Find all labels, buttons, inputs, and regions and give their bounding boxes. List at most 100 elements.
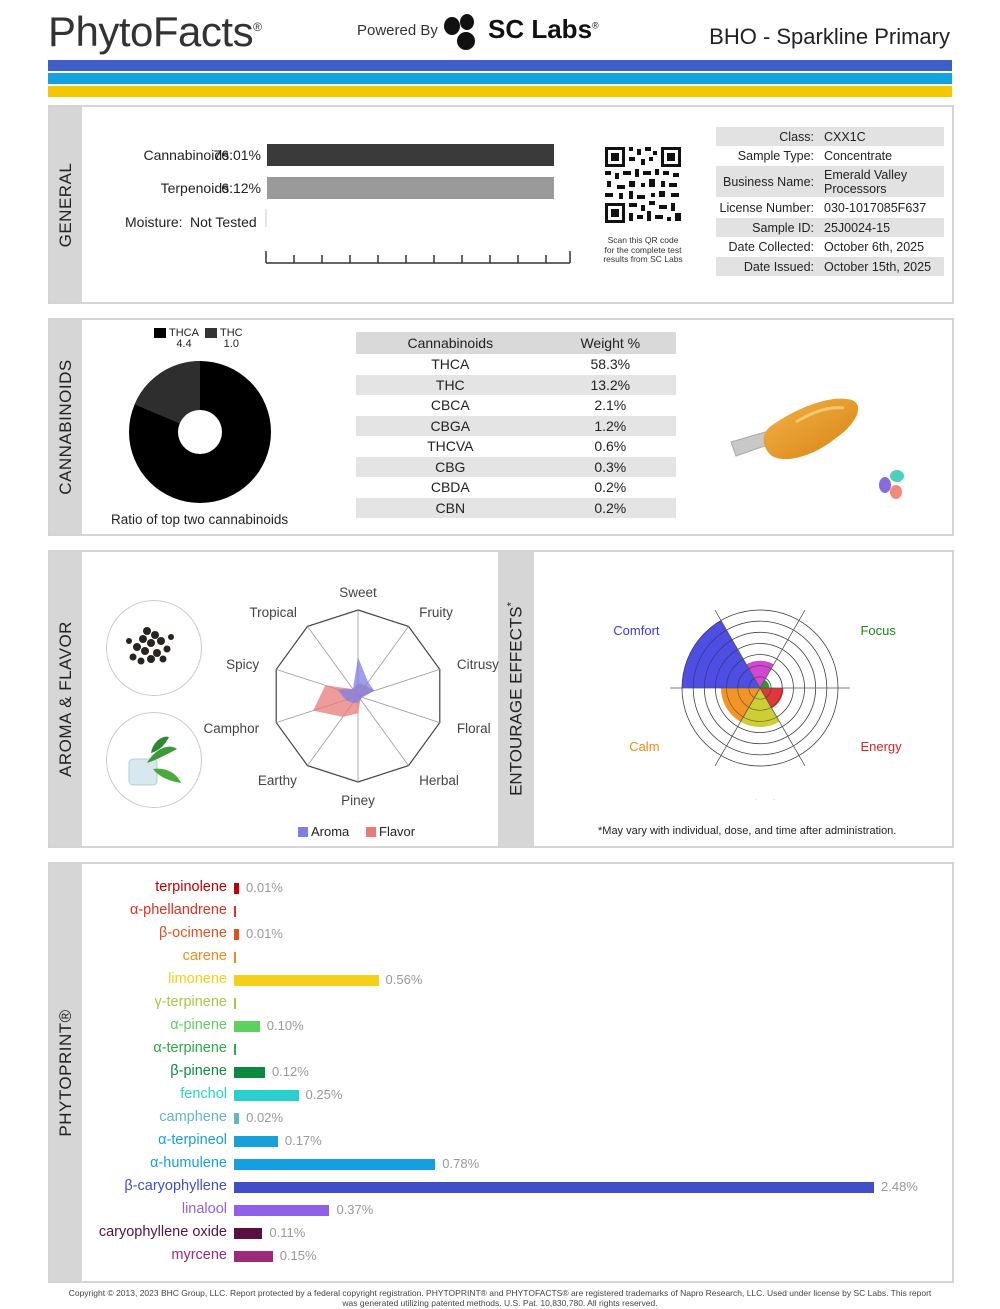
footer-line-2: was generated utilizing patented methods… (342, 1298, 658, 1308)
terpene-name: β-ocimene (159, 925, 227, 941)
legend-swatch-aroma (298, 827, 308, 837)
info-key: Sample Type: (737, 149, 814, 163)
column-header-cannabinoids: Cannabinoids (356, 332, 545, 354)
qr-code-icon[interactable] (603, 145, 683, 225)
legend-value: 4.4 (176, 338, 192, 350)
entourage-note: *May vary with individual, dose, and tim… (598, 825, 897, 837)
terpene-bar (234, 1067, 265, 1078)
legend-swatch-thc (205, 328, 217, 338)
aroma-section-label: AROMA & FLAVOR (56, 621, 75, 777)
table-header-row: Cannabinoids Weight % (356, 332, 676, 354)
effect-label: Focus (860, 623, 896, 638)
aroma-side-tab: AROMA & FLAVOR (50, 552, 82, 846)
info-key: Class: (779, 129, 814, 144)
cannabinoid-table: Cannabinoids Weight % THCA 58.3% THC 13.2% … (356, 332, 676, 518)
terpene-bar (234, 883, 239, 894)
terpene-value-label: 0.12% (271, 1064, 309, 1079)
cannabinoid-name: CBG (356, 456, 545, 477)
effect-label: Comfort (613, 623, 660, 638)
terpene-value-label: 0.25% (305, 1087, 343, 1102)
terpene-name: γ-terpinene (154, 994, 227, 1010)
sample-info-table: Class: CXX1C Sample Type: Concentrate Busi… (716, 127, 944, 276)
table-row: THCA 58.3% (356, 354, 676, 375)
terpene-bar (234, 1136, 278, 1147)
cannabinoids-total-bar (267, 144, 554, 166)
info-value: 030-1017085F637 (824, 200, 927, 215)
table-row: THC 13.2% (356, 374, 676, 395)
terpenoids-total-value: 6.12% (221, 180, 261, 196)
info-value: Concentrate (824, 149, 893, 163)
terpene-bar (234, 1182, 874, 1193)
terpene-name: caryophyllene oxide (98, 1224, 227, 1240)
qr-caption-line-3: results from SC Labs (603, 254, 683, 264)
legend-label-aroma: Aroma (311, 824, 350, 839)
info-key: Business Name: (722, 174, 814, 189)
qr-caption-line-1: Scan this QR code (607, 235, 679, 245)
cannabinoid-weight: 0.3% (544, 456, 676, 477)
terpene-name: carene (182, 948, 227, 964)
aroma-series-polygon (337, 657, 375, 703)
radar-axis-line (307, 626, 359, 697)
terpene-value-label: 2.48% (881, 1179, 918, 1194)
cannabinoid-name: CBGA (356, 415, 545, 436)
effects-divider (714, 609, 761, 689)
table-row: CBG 0.3% (356, 456, 676, 477)
phytoprint-panel: PHYTOPRINT® terpinolene 0.01% α-phellandre… (48, 862, 954, 1283)
terpene-name: α-phellandrene (129, 902, 227, 918)
terpene-value-label: 0.02% (246, 1110, 284, 1125)
terpene-value-label: 0.01% (246, 926, 283, 941)
moisture-value: Not Tested (190, 214, 257, 230)
general-panel: GENERAL Cannabinoids: 76.01% Terpenoids:… (48, 105, 954, 304)
info-row-license-number: License Number: 030-1017085F637 (716, 197, 944, 218)
info-value: October 6th, 2025 (824, 240, 925, 254)
terpene-value-label: 0.10% (266, 1018, 304, 1033)
donut-slice-thc (134, 361, 200, 432)
info-value: October 15th, 2025 (824, 259, 932, 274)
effect-label: Energy (860, 739, 902, 754)
info-row-sample-id: Sample ID: 25J0024-15 (716, 218, 944, 237)
effect-label: Inspiration (730, 797, 790, 800)
cannabinoids-total-value: 76.01% (213, 147, 261, 163)
terpene-bar (234, 975, 379, 986)
cannabinoid-name: THCVA (427, 438, 474, 455)
terpene-value-label: 0.78% (442, 1156, 480, 1171)
table-row: THCVA 0.6% (356, 436, 676, 457)
phytofacts-logo: PhytoFacts® (48, 8, 262, 56)
terpene-bar (234, 929, 239, 940)
terpene-value-label: 0.15% (279, 1248, 317, 1263)
info-key: Sample ID: (752, 220, 814, 235)
terpene-bar (234, 1021, 260, 1032)
effect-wedge-relaxation (746, 660, 774, 688)
terpene-name: terpinolene (155, 879, 227, 895)
aroma-flavor-radar: Sweet Fruity Citrusy Floral Herbal Piney Earth… (204, 585, 500, 808)
legend-item-thca: THCA 4.4 (169, 328, 199, 350)
radar-axis-label: Camphor (204, 721, 260, 736)
general-side-tab: GENERAL (50, 107, 82, 302)
mint-ice-icon (128, 736, 181, 786)
effects-divider (759, 687, 806, 767)
info-value: Emerald Valley Processors (824, 167, 908, 196)
info-row-date-issued: Date Issued: October 15th, 2025 (716, 257, 944, 276)
radar-axis-label: Spicy (226, 657, 259, 672)
column-header-weight: Weight % (544, 332, 676, 354)
cannabinoid-weight: 0.2% (544, 497, 676, 518)
cannabinoid-weight: 0.2% (594, 479, 627, 496)
terpene-name: α-humulene (150, 1155, 227, 1171)
effect-wedge-comfort (682, 620, 760, 688)
table-row: CBDA 0.2% (356, 477, 676, 498)
peppercorn-icon (126, 627, 174, 665)
terpene-value-label: 0.01% (246, 880, 283, 895)
sc-labs-wordmark: SC Labs® (488, 14, 599, 45)
sc-labs-name: SC Labs (488, 14, 593, 44)
terpene-bar (234, 998, 236, 1009)
cannabinoid-name: CBN (356, 497, 545, 518)
terpene-name: β-caryophyllene (124, 1178, 227, 1194)
legend-label: THC (220, 327, 243, 339)
terpene-bar (234, 1159, 436, 1170)
radar-axis-label: Citrusy (457, 657, 499, 672)
terpene-value-label: 0.37% (336, 1202, 374, 1217)
radar-axis-line (357, 695, 409, 766)
table-row: CBCA 2.1% (356, 395, 676, 416)
terpene-bar (234, 1251, 273, 1262)
terpene-bar (234, 1090, 299, 1101)
